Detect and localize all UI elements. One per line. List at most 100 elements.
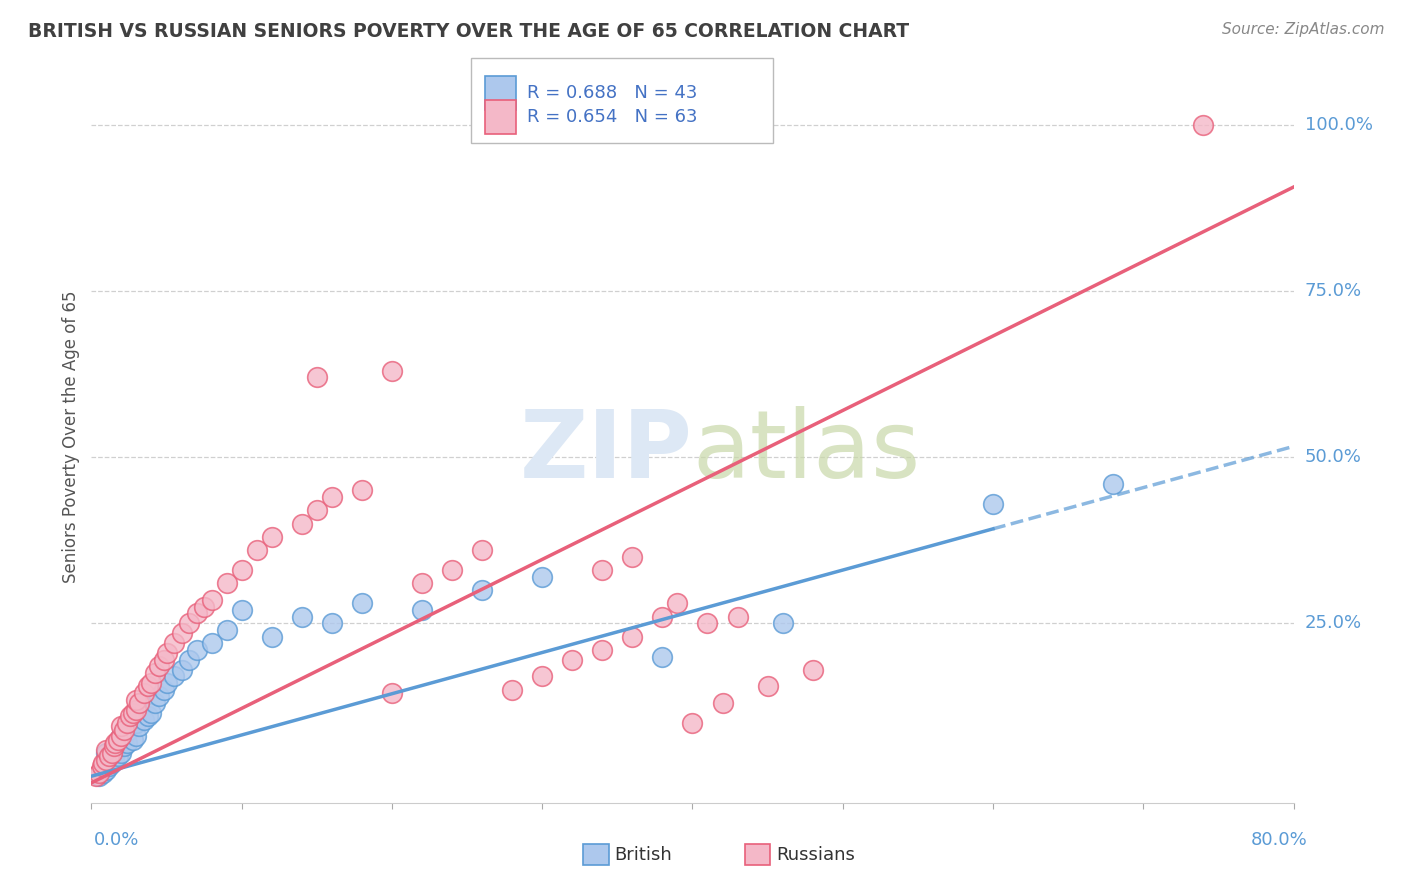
Point [591,643,613,657]
Point [350,483,373,498]
Point [246,543,269,558]
Point [104,742,127,756]
Text: British: British [614,846,672,863]
Point [531,669,554,683]
Text: BRITISH VS RUSSIAN SENIORS POVERTY OVER THE AGE OF 65 CORRELATION CHART: BRITISH VS RUSSIAN SENIORS POVERTY OVER … [28,22,910,41]
Point [411,603,433,617]
Point [107,732,129,747]
Point [531,570,554,584]
Point [321,616,343,631]
Point [471,582,494,597]
Point [666,596,689,610]
Text: R = 0.688   N = 43: R = 0.688 N = 43 [527,84,697,102]
Point [90,759,112,773]
Point [381,363,404,377]
Point [104,736,127,750]
Point [215,576,238,591]
Point [260,530,283,544]
Point [177,653,200,667]
Point [143,696,166,710]
Text: 0.0%: 0.0% [94,831,139,849]
Point [110,729,132,743]
Point [125,703,148,717]
Point [305,370,328,384]
Point [561,653,583,667]
Point [110,746,132,760]
Point [143,666,166,681]
Point [96,753,118,767]
Point [201,636,224,650]
Point [411,576,433,591]
Point [591,563,613,577]
Point [138,680,160,694]
Point [696,616,718,631]
Point [110,729,132,743]
Point [148,659,170,673]
Point [125,716,148,731]
Text: atlas: atlas [692,406,921,498]
Point [132,686,155,700]
Point [350,596,373,610]
Point [118,723,141,737]
Point [87,765,110,780]
Text: Russians: Russians [776,846,855,863]
Point [117,736,139,750]
Point [93,756,115,770]
Point [117,716,139,731]
Point [128,719,150,733]
Point [305,503,328,517]
Point [201,593,224,607]
Point [122,706,145,720]
Point [186,643,208,657]
Point [125,729,148,743]
Point [291,516,314,531]
Point [756,680,779,694]
Point [170,663,193,677]
Point [163,669,186,683]
Point [471,543,494,558]
Point [93,765,115,780]
Point [132,713,155,727]
Point [981,497,1004,511]
Point [148,690,170,704]
Point [1192,118,1215,132]
Point [103,739,125,754]
Point [87,769,110,783]
Point [177,616,200,631]
Point [163,636,186,650]
Point [260,630,283,644]
Point [681,716,703,731]
Point [321,490,343,504]
Point [155,646,177,660]
Point [138,709,160,723]
Point [120,709,142,723]
Point [141,676,163,690]
Point [101,746,124,760]
Point [155,676,177,690]
Text: 50.0%: 50.0% [1305,448,1361,466]
Point [186,607,208,621]
Point [801,663,824,677]
Text: 75.0%: 75.0% [1305,282,1362,300]
Text: 80.0%: 80.0% [1251,831,1308,849]
Text: 100.0%: 100.0% [1305,116,1372,134]
Point [621,549,644,564]
Point [96,763,118,777]
Point [711,696,734,710]
Point [84,769,107,783]
Point [107,749,129,764]
Text: 25.0%: 25.0% [1305,615,1362,632]
Point [621,630,644,644]
Point [727,609,749,624]
Point [231,563,253,577]
Point [772,616,794,631]
Point [96,742,118,756]
Point [128,696,150,710]
Point [291,609,314,624]
Point [125,692,148,706]
Point [651,609,673,624]
Point [152,653,174,667]
Point [381,686,404,700]
Point [98,749,121,764]
Text: R = 0.654   N = 63: R = 0.654 N = 63 [527,108,697,126]
